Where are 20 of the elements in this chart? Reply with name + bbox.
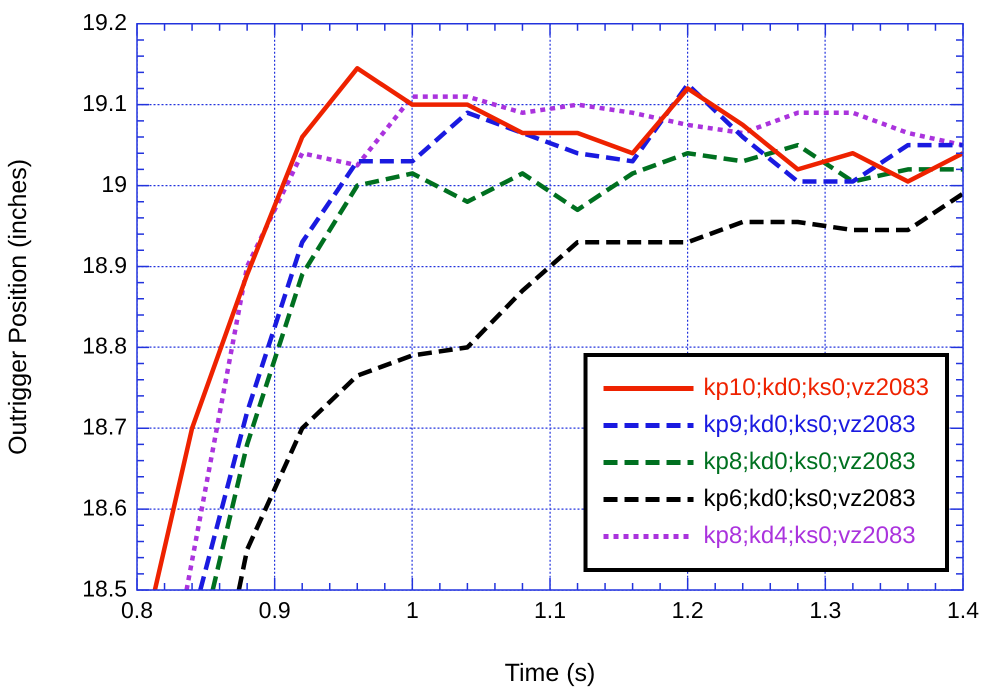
- y-tick-label: 19.2: [82, 9, 127, 36]
- x-tick-label: 1.2: [672, 597, 704, 624]
- y-tick-label: 18.8: [82, 332, 127, 359]
- x-axis-title: Time (s): [504, 658, 596, 687]
- y-tick-label: 18.6: [82, 494, 127, 520]
- y-axis-title: Outrigger Position (inches): [4, 158, 32, 455]
- y-tick-label: 18.7: [82, 414, 127, 440]
- x-tick-label: 1: [406, 597, 419, 624]
- x-tick-label: 1.4: [947, 597, 980, 624]
- x-tick-label: 1.1: [534, 597, 566, 624]
- legend-label: kp6;kd0;ks0;vz2083: [704, 485, 916, 512]
- legend-label: kp8;kd0;ks0;vz2083: [704, 448, 916, 476]
- y-tick-label: 19: [101, 170, 127, 197]
- x-tick-label: 0.9: [258, 597, 291, 624]
- legend-label: kp9;kd0;ks0;vz2083: [704, 411, 916, 438]
- y-tick-label: 18.9: [82, 252, 127, 278]
- legend-label: kp8;kd4;ks0;vz2083: [704, 522, 916, 550]
- legend-label: kp10;kd0;ks0;vz2083: [704, 374, 930, 402]
- x-tick-label: 1.3: [809, 597, 842, 624]
- y-tick-label: 19.1: [82, 90, 127, 116]
